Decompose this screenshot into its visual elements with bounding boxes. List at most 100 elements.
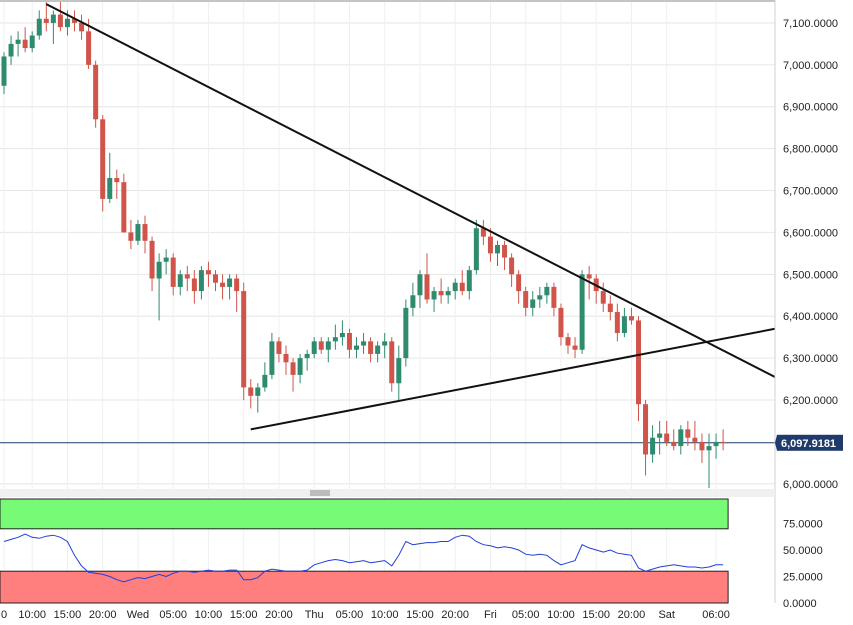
rsi-zones <box>0 498 729 604</box>
candle-down <box>22 39 28 49</box>
candle-up <box>354 345 359 350</box>
splitter-grip-icon[interactable] <box>310 490 330 496</box>
oversold-zone <box>0 570 729 604</box>
time-tick-label: 10:00 <box>195 609 223 621</box>
candle-up <box>713 441 719 447</box>
candle-up <box>544 286 550 296</box>
rsi-tick-label: 0.0000 <box>783 598 817 610</box>
current-price-tag-bg <box>777 434 843 451</box>
candle-down <box>628 316 634 321</box>
rsi-series <box>3 533 724 583</box>
candle-down <box>516 274 522 292</box>
candle-up <box>107 177 113 199</box>
candle-down <box>93 64 99 120</box>
candle-down <box>551 286 557 308</box>
candle-down <box>438 291 444 296</box>
time-tick-label: Wed <box>127 609 149 621</box>
time-tick-label: 15:00 <box>582 609 610 621</box>
candle-down <box>368 341 374 354</box>
candle-down <box>346 332 352 350</box>
candle-up <box>311 341 317 354</box>
candle-down <box>487 236 493 254</box>
trendlines <box>45 3 776 431</box>
candle-up <box>304 353 310 359</box>
candlestick-series <box>1 2 726 488</box>
rsi-axis: 75.0000 50.0000 25.0000 0.0000 <box>783 519 823 611</box>
price-tick-label: 6,900.0000 <box>783 102 838 114</box>
rsi-pane: 75.0000 50.0000 25.0000 0.0000 <box>0 498 823 611</box>
overbought-zone <box>0 498 729 530</box>
candle-up <box>15 39 21 44</box>
price-tick-label: 7,100.0000 <box>783 18 838 30</box>
candle-up <box>29 35 35 49</box>
candle-up <box>445 291 451 296</box>
candle-up <box>36 18 42 36</box>
time-tick-label: 20:00 <box>441 609 469 621</box>
candle-down <box>241 291 247 388</box>
candle-down <box>86 31 92 65</box>
time-tick-label: 20:00 <box>89 609 117 621</box>
time-tick-label: 05:00 <box>336 609 364 621</box>
candle-down <box>191 278 197 292</box>
time-tick-label: 15:00 <box>406 609 434 621</box>
rsi-line <box>3 533 724 583</box>
candle-up <box>621 316 627 333</box>
candle-down <box>509 257 515 275</box>
price-tick-label: 6,200.0000 <box>783 395 838 407</box>
candle-down <box>643 404 649 455</box>
candle-up <box>537 295 543 300</box>
candle-down <box>57 14 63 28</box>
time-tick-label: 0 <box>1 609 7 621</box>
candle-down <box>283 353 289 363</box>
current-price-tag-arrow <box>775 434 777 451</box>
time-tick-label: 15:00 <box>54 609 82 621</box>
candle-up <box>325 341 331 350</box>
candle-up <box>227 278 233 287</box>
trendline[interactable] <box>45 3 776 378</box>
candle-up <box>50 14 56 23</box>
candle-down <box>213 274 218 283</box>
rsi-tick-label: 50.0000 <box>783 545 823 557</box>
price-tick-label: 6,400.0000 <box>783 311 838 323</box>
candle-down <box>565 337 571 346</box>
candle-down <box>607 303 613 313</box>
candle-up <box>332 337 338 342</box>
price-tick-label: 6,800.0000 <box>783 144 838 156</box>
price-tick-label: 6,700.0000 <box>783 186 838 198</box>
candle-up <box>431 291 437 300</box>
candle-down <box>100 119 106 199</box>
candle-up <box>403 307 409 359</box>
candle-up <box>177 274 183 287</box>
pane-splitter[interactable] <box>0 489 775 497</box>
candle-down <box>502 245 508 258</box>
trendline[interactable] <box>250 327 776 431</box>
candle-up <box>135 224 141 241</box>
candle-up <box>706 446 712 451</box>
candle-down <box>614 312 620 333</box>
rsi-tick-label: 25.0000 <box>783 572 823 584</box>
time-tick-label: Sat <box>658 609 675 621</box>
candle-down <box>248 387 254 396</box>
candle-down <box>636 320 641 405</box>
candle-up <box>198 270 204 292</box>
candle-up <box>466 270 472 292</box>
candle-down <box>276 341 282 354</box>
candle-down <box>290 362 296 375</box>
candle-down <box>692 437 698 442</box>
current-price-tag: 6,097.9181 <box>775 434 843 451</box>
time-tick-label: 20:00 <box>618 609 646 621</box>
candle-up <box>339 332 345 338</box>
candle-down <box>389 341 395 384</box>
price-tick-label: 6,600.0000 <box>783 227 838 239</box>
price-tick-label: 6,300.0000 <box>783 353 838 365</box>
time-tick-label: 10:00 <box>18 609 46 621</box>
candle-down <box>600 291 606 304</box>
price-axis: 7,100.0000 7,000.0000 6,900.0000 6,800.0000… <box>774 0 843 603</box>
candle-up <box>657 433 663 438</box>
candle-down <box>720 441 726 443</box>
price-tick-label: 6,500.0000 <box>783 269 838 281</box>
candle-down <box>149 240 155 279</box>
candle-down <box>121 182 127 233</box>
